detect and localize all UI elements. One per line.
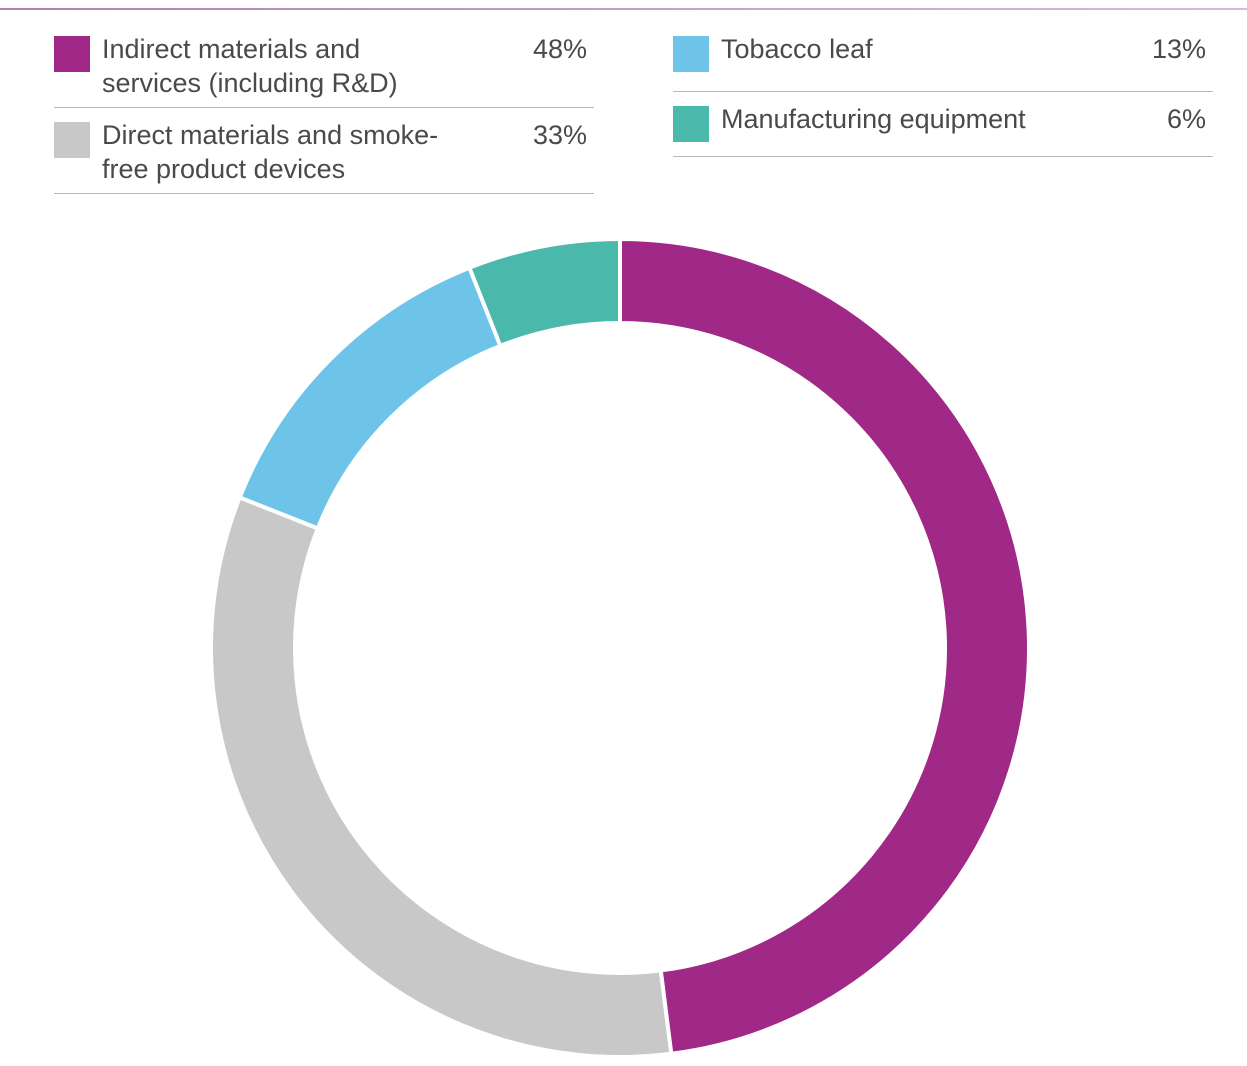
legend-value: 48% [532, 34, 587, 64]
legend-item: Direct materials and smoke-free product … [54, 118, 594, 194]
legend-item: Tobacco leaf 13% [673, 32, 1213, 92]
legend-value: 6% [1166, 104, 1206, 134]
legend-label: Tobacco leaf [721, 34, 873, 64]
legend-item: Indirect materials and services (includi… [54, 32, 594, 108]
top-rule [0, 8, 1247, 10]
legend-value: 33% [532, 120, 587, 150]
legend-swatch [54, 36, 90, 72]
legend-label: Indirect materials and services (includi… [102, 34, 398, 98]
legend-swatch [54, 122, 90, 158]
legend-label: Manufacturing equipment [721, 104, 1026, 134]
donut-segment [237, 265, 503, 531]
legend-swatch [673, 106, 709, 142]
legend-swatch [673, 36, 709, 72]
legend-label: Direct materials and smoke-free product … [102, 120, 439, 184]
donut-segment [466, 236, 622, 349]
donut-segment [209, 494, 674, 1059]
legend-value: 13% [1151, 34, 1206, 64]
donut-segment [618, 236, 1031, 1057]
legend-item: Manufacturing equipment 6% [673, 102, 1213, 157]
